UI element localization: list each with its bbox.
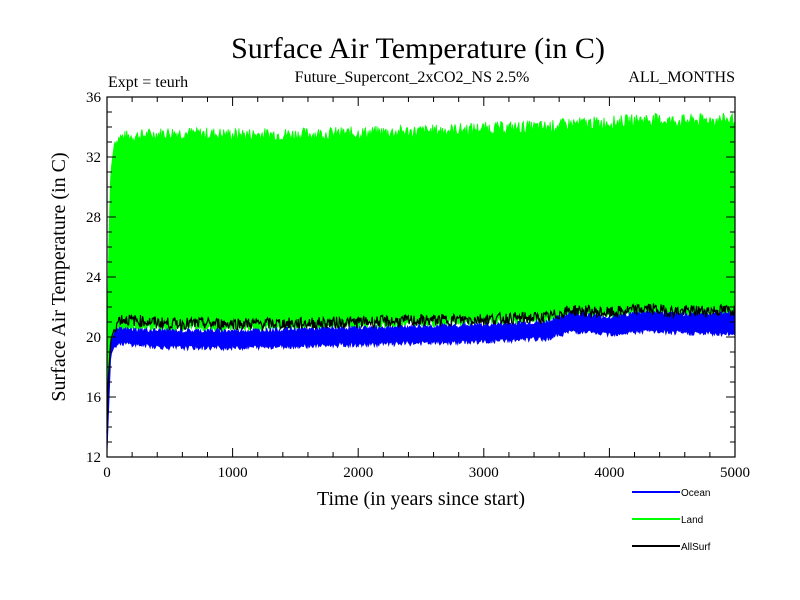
ocean-band bbox=[106, 308, 736, 455]
chart-title: Surface Air Temperature (in C) bbox=[231, 32, 605, 65]
legend: Ocean Land AllSurf bbox=[632, 488, 711, 553]
series-ocean bbox=[106, 308, 736, 455]
y-tick-label: 20 bbox=[86, 330, 101, 346]
allsurf-line bbox=[106, 302, 736, 434]
x-tick-label: 2000 bbox=[343, 465, 373, 481]
y-tick-label: 32 bbox=[86, 150, 101, 166]
x-tick-label: 0 bbox=[103, 465, 111, 481]
tick-layer: 0 1000 2000 3000 4000 5000 12 16 20 24 28 32 36 bbox=[86, 90, 750, 481]
x-tick-label: 3000 bbox=[469, 465, 499, 481]
y-tick-label: 36 bbox=[86, 90, 102, 106]
x-axis-label: Time (in years since start) bbox=[317, 488, 525, 510]
months-label: ALL_MONTHS bbox=[628, 69, 735, 86]
y-tick-label: 16 bbox=[86, 390, 102, 406]
run-label: Future_Supercont_2xCO2_NS 2.5% bbox=[295, 69, 530, 86]
x-tick-label: 4000 bbox=[594, 465, 624, 481]
experiment-label: Expt = teurh bbox=[108, 74, 188, 91]
legend-label-land: Land bbox=[681, 515, 703, 526]
x-tick-label: 5000 bbox=[720, 465, 750, 481]
series-allsurf bbox=[106, 302, 736, 434]
y-tick-label: 24 bbox=[86, 270, 102, 286]
y-tick-label: 12 bbox=[86, 450, 101, 466]
legend-label-ocean: Ocean bbox=[681, 488, 710, 499]
x-tick-label: 1000 bbox=[218, 465, 248, 481]
series-layer bbox=[106, 112, 736, 455]
y-tick-label: 28 bbox=[86, 210, 101, 226]
land-band bbox=[106, 112, 736, 450]
series-land bbox=[106, 112, 736, 450]
legend-label-allsurf: AllSurf bbox=[681, 542, 711, 553]
y-axis-label: Surface Air Temperature (in C) bbox=[48, 152, 70, 401]
